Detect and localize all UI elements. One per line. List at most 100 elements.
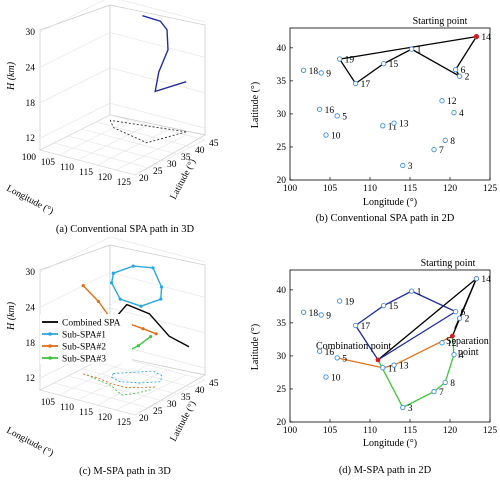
floor-grid-lat bbox=[95, 121, 192, 148]
point-15 bbox=[380, 303, 387, 309]
lat-tick-label: 30 bbox=[167, 400, 177, 410]
wall-grid-left bbox=[39, 32, 111, 68]
point-16 bbox=[316, 106, 323, 112]
z-tick-label: 18 bbox=[26, 339, 36, 349]
long-tick-label: 115 bbox=[79, 168, 93, 178]
annotation-separation-line1: Separation bbox=[446, 336, 489, 347]
wall-grid-right bbox=[109, 272, 206, 298]
long-tick-label: 115 bbox=[79, 408, 93, 418]
point-label-8: 8 bbox=[450, 137, 455, 147]
point-19 bbox=[336, 298, 343, 304]
legend-marker bbox=[48, 356, 52, 360]
floor-grid-long bbox=[96, 129, 168, 166]
z-tick-label: 12 bbox=[26, 374, 36, 384]
point-label-3: 3 bbox=[408, 162, 413, 172]
series-marker bbox=[159, 297, 163, 301]
legend-label: Sub-SPA#1 bbox=[62, 331, 106, 341]
lat-tick-label: 35 bbox=[181, 393, 191, 403]
lat-tick-label: 20 bbox=[139, 414, 149, 424]
series-marker bbox=[81, 284, 85, 288]
z-tick-label: 30 bbox=[26, 28, 36, 38]
point-7 bbox=[431, 146, 437, 153]
z-tick-label: 12 bbox=[26, 134, 36, 144]
series-marker bbox=[154, 332, 158, 336]
series-shadow-3 bbox=[86, 374, 151, 396]
long-tick-label: 105 bbox=[41, 398, 56, 408]
series-line-1 bbox=[109, 119, 187, 144]
point-12 bbox=[439, 98, 445, 104]
point-11 bbox=[380, 365, 386, 371]
series-marker bbox=[160, 285, 164, 289]
floor-grid-long bbox=[115, 374, 187, 411]
annotation-starting-point-b: Starting point bbox=[413, 16, 468, 27]
y-tick-label: 30 bbox=[277, 110, 287, 120]
caption-b: (b) Conventional SPA path in 2D bbox=[316, 213, 455, 224]
point-17 bbox=[352, 80, 359, 87]
series-marker bbox=[149, 335, 153, 339]
point-13 bbox=[391, 120, 397, 126]
legend-marker bbox=[48, 332, 52, 336]
point-label-9: 9 bbox=[326, 311, 331, 321]
series-line-0 bbox=[142, 15, 187, 93]
series-a bbox=[109, 15, 187, 144]
floor-grid-long bbox=[77, 124, 149, 161]
point-label-14: 14 bbox=[481, 275, 491, 285]
lat-tick-label: 25 bbox=[153, 407, 163, 417]
point-4 bbox=[451, 351, 457, 358]
floor-grid-lat bbox=[95, 361, 192, 388]
point-17 bbox=[352, 322, 359, 329]
x-tick-label: 100 bbox=[283, 184, 298, 194]
point-label-15: 15 bbox=[389, 302, 399, 312]
point-9 bbox=[318, 70, 324, 76]
floor-grid-long bbox=[58, 359, 130, 396]
wall-grid-right bbox=[109, 32, 206, 58]
point-9 bbox=[318, 312, 324, 318]
x-tick-label: 105 bbox=[323, 184, 338, 194]
wall-grid-left bbox=[39, 236, 111, 273]
point-5 bbox=[334, 113, 340, 119]
floor-grid-long bbox=[96, 369, 168, 406]
y-tick-label: 25 bbox=[277, 143, 287, 153]
point-label-16: 16 bbox=[325, 106, 335, 116]
y-tick-label: 25 bbox=[277, 385, 287, 395]
caption-c: (c) M-SPA path in 3D bbox=[79, 466, 171, 477]
path-blue-3 bbox=[354, 290, 456, 361]
lat-tick-label: 40 bbox=[195, 146, 205, 156]
x-tick-label: 115 bbox=[403, 184, 417, 194]
z-tick-label: 18 bbox=[26, 99, 36, 109]
path-green-5 bbox=[377, 336, 455, 409]
lat-tick-label: 25 bbox=[153, 167, 163, 177]
point-8 bbox=[442, 379, 448, 385]
y-tick-label: 40 bbox=[277, 44, 287, 54]
floor-grid-lat bbox=[53, 142, 150, 169]
point-7 bbox=[431, 388, 437, 395]
axis-label-long-a: Longitude (°) bbox=[5, 183, 56, 217]
point-6 bbox=[452, 308, 459, 315]
wall-grid-left bbox=[39, 67, 111, 104]
floor-grid-long bbox=[77, 364, 149, 401]
annotation-separation-line2: point bbox=[458, 347, 479, 358]
lat-tick-label: 30 bbox=[167, 160, 177, 170]
axis-label-long-c: Longitude (°) bbox=[5, 425, 56, 459]
path-black-2 bbox=[451, 278, 477, 337]
point-13 bbox=[391, 362, 397, 368]
point-label-7: 7 bbox=[439, 146, 444, 156]
wall-grid-right bbox=[109, 102, 206, 129]
x-tick-label: 110 bbox=[363, 184, 377, 194]
point-label-19: 19 bbox=[345, 56, 355, 66]
point-11 bbox=[380, 123, 386, 129]
point-label-2: 2 bbox=[465, 315, 470, 325]
point-label-1: 1 bbox=[417, 46, 422, 56]
legend-label: Sub-SPA#3 bbox=[62, 355, 106, 365]
point-label-13: 13 bbox=[399, 120, 409, 130]
point-label-5: 5 bbox=[342, 112, 347, 122]
point-12 bbox=[439, 340, 445, 346]
floor-grid-lat bbox=[67, 375, 164, 402]
x-tick-label: 115 bbox=[403, 426, 417, 436]
series-marker bbox=[141, 327, 145, 331]
point-label-4: 4 bbox=[459, 351, 464, 361]
point-label-1: 1 bbox=[417, 288, 422, 298]
